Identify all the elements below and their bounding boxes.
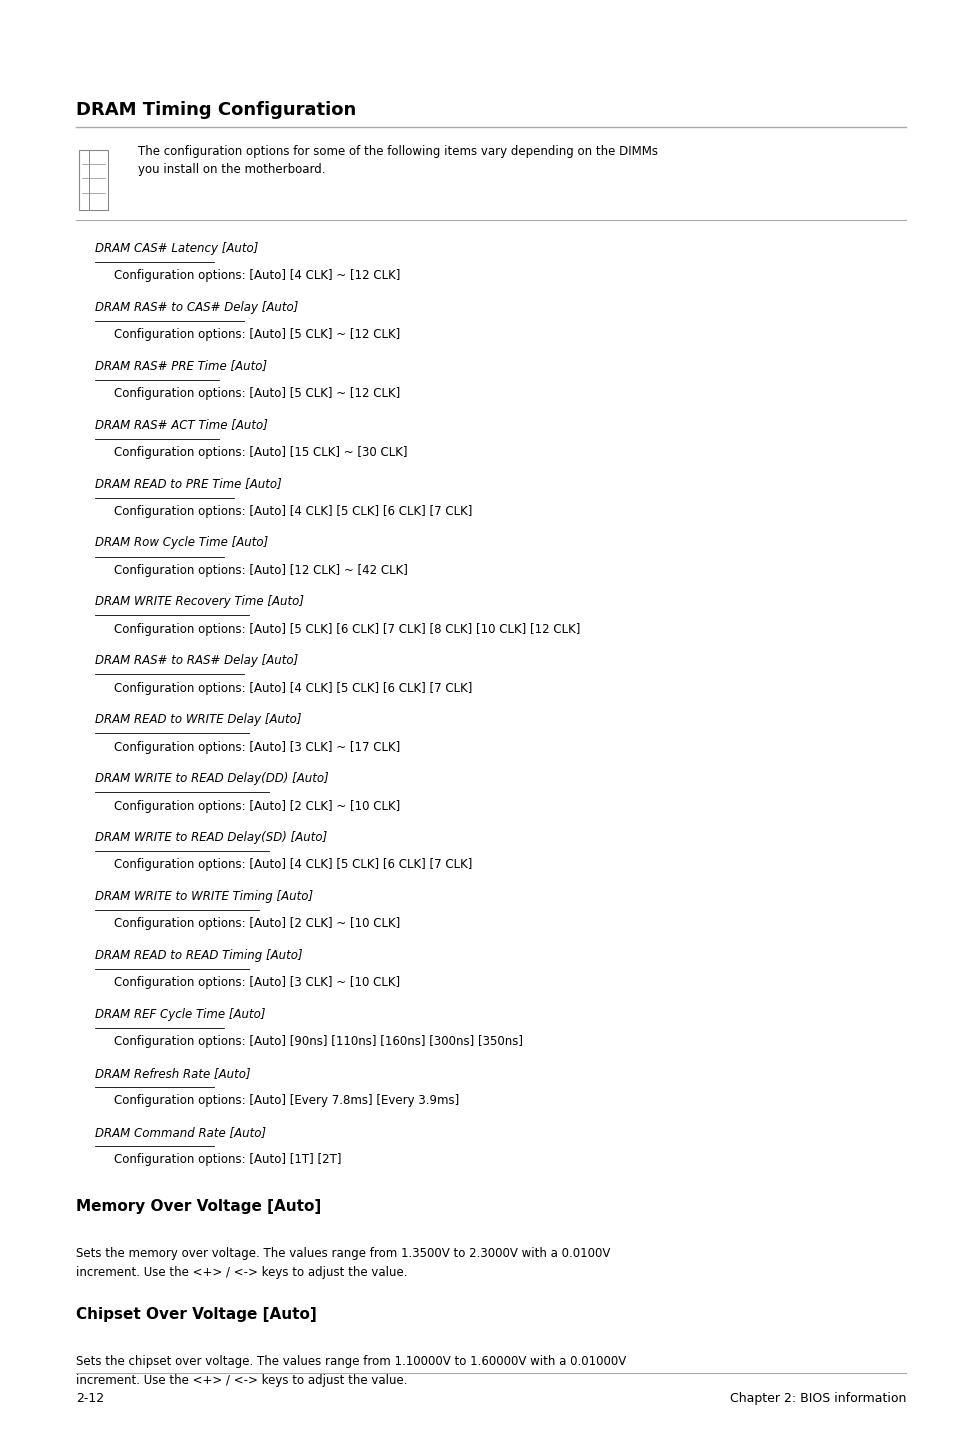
Text: DRAM REF Cycle Time [Auto]: DRAM REF Cycle Time [Auto] — [95, 1008, 266, 1021]
Text: Sets the chipset over voltage. The values range from 1.10000V to 1.60000V with a: Sets the chipset over voltage. The value… — [76, 1355, 626, 1386]
Text: Configuration options: [Auto] [5 CLK] ~ [12 CLK]: Configuration options: [Auto] [5 CLK] ~ … — [114, 387, 400, 400]
Text: The configuration options for some of the following items vary depending on the : The configuration options for some of th… — [138, 145, 658, 177]
Text: Configuration options: [Auto] [15 CLK] ~ [30 CLK]: Configuration options: [Auto] [15 CLK] ~… — [114, 446, 408, 459]
Text: Configuration options: [Auto] [4 CLK] [5 CLK] [6 CLK] [7 CLK]: Configuration options: [Auto] [4 CLK] [5… — [114, 505, 473, 518]
Text: Configuration options: [Auto] [1T] [2T]: Configuration options: [Auto] [1T] [2T] — [114, 1153, 341, 1166]
Text: DRAM Command Rate [Auto]: DRAM Command Rate [Auto] — [95, 1126, 266, 1139]
Text: Configuration options: [Auto] [4 CLK] ~ [12 CLK]: Configuration options: [Auto] [4 CLK] ~ … — [114, 269, 400, 282]
Text: Configuration options: [Auto] [3 CLK] ~ [17 CLK]: Configuration options: [Auto] [3 CLK] ~ … — [114, 741, 400, 754]
Text: DRAM WRITE to READ Delay(DD) [Auto]: DRAM WRITE to READ Delay(DD) [Auto] — [95, 772, 329, 785]
Text: DRAM WRITE to WRITE Timing [Auto]: DRAM WRITE to WRITE Timing [Auto] — [95, 890, 314, 903]
Text: Configuration options: [Auto] [2 CLK] ~ [10 CLK]: Configuration options: [Auto] [2 CLK] ~ … — [114, 917, 400, 930]
Text: Sets the memory over voltage. The values range from 1.3500V to 2.3000V with a 0.: Sets the memory over voltage. The values… — [76, 1247, 610, 1278]
Text: DRAM READ to PRE Time [Auto]: DRAM READ to PRE Time [Auto] — [95, 477, 282, 490]
Text: DRAM Timing Configuration: DRAM Timing Configuration — [76, 101, 356, 119]
Text: Configuration options: [Auto] [3 CLK] ~ [10 CLK]: Configuration options: [Auto] [3 CLK] ~ … — [114, 976, 400, 989]
Text: DRAM RAS# PRE Time [Auto]: DRAM RAS# PRE Time [Auto] — [95, 360, 267, 372]
Text: 2-12: 2-12 — [76, 1392, 104, 1405]
Text: DRAM RAS# ACT Time [Auto]: DRAM RAS# ACT Time [Auto] — [95, 418, 268, 431]
Text: Configuration options: [Auto] [4 CLK] [5 CLK] [6 CLK] [7 CLK]: Configuration options: [Auto] [4 CLK] [5… — [114, 858, 473, 871]
Text: Configuration options: [Auto] [2 CLK] ~ [10 CLK]: Configuration options: [Auto] [2 CLK] ~ … — [114, 800, 400, 812]
Text: Configuration options: [Auto] [12 CLK] ~ [42 CLK]: Configuration options: [Auto] [12 CLK] ~… — [114, 564, 408, 577]
Text: DRAM WRITE to READ Delay(SD) [Auto]: DRAM WRITE to READ Delay(SD) [Auto] — [95, 831, 327, 844]
Text: Configuration options: [Auto] [Every 7.8ms] [Every 3.9ms]: Configuration options: [Auto] [Every 7.8… — [114, 1094, 459, 1107]
Text: Chapter 2: BIOS information: Chapter 2: BIOS information — [729, 1392, 905, 1405]
Text: DRAM Refresh Rate [Auto]: DRAM Refresh Rate [Auto] — [95, 1067, 251, 1080]
Text: Configuration options: [Auto] [5 CLK] [6 CLK] [7 CLK] [8 CLK] [10 CLK] [12 CLK]: Configuration options: [Auto] [5 CLK] [6… — [114, 623, 580, 636]
Text: DRAM WRITE Recovery Time [Auto]: DRAM WRITE Recovery Time [Auto] — [95, 595, 304, 608]
Text: Chipset Over Voltage [Auto]: Chipset Over Voltage [Auto] — [76, 1307, 316, 1322]
Text: DRAM RAS# to CAS# Delay [Auto]: DRAM RAS# to CAS# Delay [Auto] — [95, 301, 298, 313]
Text: Configuration options: [Auto] [5 CLK] ~ [12 CLK]: Configuration options: [Auto] [5 CLK] ~ … — [114, 328, 400, 341]
Text: DRAM RAS# to RAS# Delay [Auto]: DRAM RAS# to RAS# Delay [Auto] — [95, 654, 298, 667]
Text: DRAM Row Cycle Time [Auto]: DRAM Row Cycle Time [Auto] — [95, 536, 269, 549]
Text: Memory Over Voltage [Auto]: Memory Over Voltage [Auto] — [76, 1199, 321, 1214]
Text: DRAM CAS# Latency [Auto]: DRAM CAS# Latency [Auto] — [95, 242, 258, 255]
Text: Configuration options: [Auto] [90ns] [110ns] [160ns] [300ns] [350ns]: Configuration options: [Auto] [90ns] [11… — [114, 1035, 523, 1048]
Text: DRAM READ to READ Timing [Auto]: DRAM READ to READ Timing [Auto] — [95, 949, 303, 962]
Text: Configuration options: [Auto] [4 CLK] [5 CLK] [6 CLK] [7 CLK]: Configuration options: [Auto] [4 CLK] [5… — [114, 682, 473, 695]
Text: DRAM READ to WRITE Delay [Auto]: DRAM READ to WRITE Delay [Auto] — [95, 713, 301, 726]
